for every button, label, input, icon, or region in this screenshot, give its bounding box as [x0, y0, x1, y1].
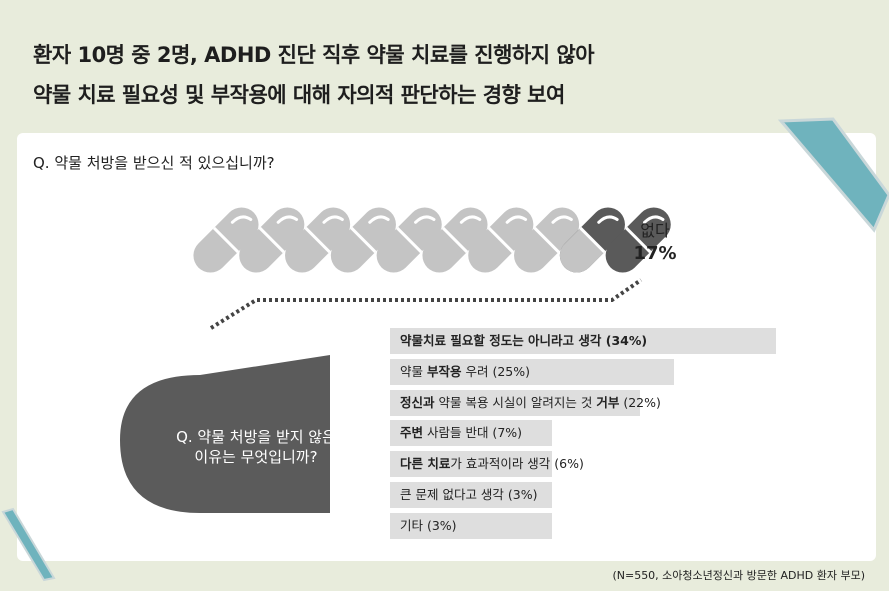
bar-label-part: 거부: [596, 394, 620, 410]
headline-line-2: 약물 치료 필요성 및 부작용에 대해 자의적 판단하는 경향 보여: [33, 83, 565, 107]
pictogram-highlight-value: 17%: [633, 243, 677, 264]
bar-row: 정신과 약물 복용 시실이 알려지는 것 거부 (22%): [390, 389, 661, 416]
bar-label-part: 주변: [400, 425, 424, 441]
question-2: Q. 약물 처방을 받지 않은 이유는 무엇입니까?: [176, 428, 336, 466]
bar-row: 약물치료 필요할 정도는 아니라고 생각 (34%): [390, 328, 776, 354]
pictogram-highlight-label: 없다: [640, 221, 670, 240]
bar-label-part: 약물치료 필요할 정도는 아니라고 생각 (34%): [400, 333, 648, 348]
bar-label-part: 우려 (25%): [461, 363, 530, 379]
bar-row: 약물 부작용 우려 (25%): [390, 358, 674, 385]
bar-label-part: 가 효과적이라 생각 (6%): [450, 456, 584, 472]
bar-label-part: 약물: [400, 363, 427, 379]
connector-dotted-line: [209, 278, 643, 330]
bar-label-part: 큰 문제 없다고 생각 (3%): [400, 487, 538, 502]
question-bubble-shape: [120, 355, 330, 513]
teal-ribbon-bottom-left: [1, 507, 56, 582]
bar-row: 주변 사람들 반대 (7%): [390, 420, 552, 447]
bar-label-part: 다른 치료: [400, 456, 451, 472]
bar-label-part: 정신과: [400, 394, 435, 410]
bar-label-part: 기타 (3%): [400, 517, 457, 533]
bar-row: 큰 문제 없다고 생각 (3%): [390, 482, 552, 508]
bar-label-part: 약물 복용 시실이 알려지는 것: [434, 394, 597, 410]
headline-line-1: 환자 10명 중 2명, ADHD 진단 직후 약물 치료를 진행하지 않아: [33, 43, 595, 67]
bar-label-part: 부작용: [426, 363, 462, 379]
question-1: Q. 약물 처방을 받으신 적 있으십니까?: [33, 154, 275, 172]
bar-row: 기타 (3%): [390, 512, 552, 539]
bar-row: 다른 치료가 효과적이라 생각 (6%): [390, 451, 584, 478]
bar-label-part: (22%): [619, 394, 661, 410]
source-note: (N=550, 소아청소년정신과 방문한 ADHD 환자 부모): [612, 569, 865, 582]
bar-label-part: 사람들 반대 (7%): [423, 425, 523, 441]
teal-ribbon-top-right: [777, 117, 889, 233]
